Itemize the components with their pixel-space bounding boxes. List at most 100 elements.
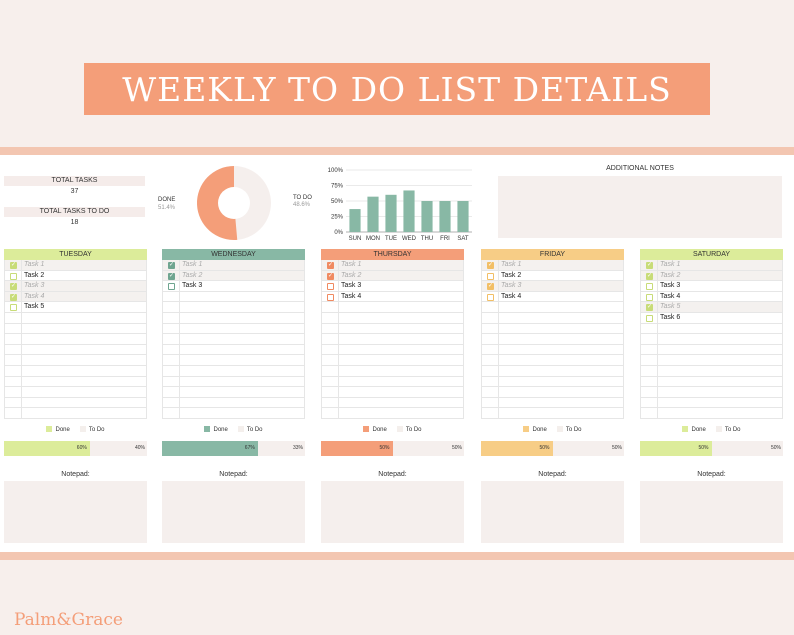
task-row[interactable] [482,302,624,313]
task-row[interactable] [641,344,783,356]
task-row[interactable]: ✓ Task 5 [641,302,783,313]
task-row[interactable] [322,302,464,313]
task-row[interactable] [322,408,464,419]
task-row[interactable]: ✓ Task 1 [5,260,147,271]
task-row[interactable] [163,302,305,313]
task-row[interactable] [322,344,464,356]
task-row[interactable] [163,344,305,356]
task-row[interactable] [322,323,464,335]
task-row[interactable]: Task 3 [322,281,464,292]
task-checkbox[interactable] [168,283,175,291]
task-row[interactable]: Task 6 [641,312,783,324]
task-row[interactable]: ✓ Task 1 [482,260,624,271]
task-row[interactable]: ✓ Task 3 [482,281,624,292]
task-row[interactable] [163,334,305,345]
task-row[interactable] [322,365,464,377]
task-row[interactable] [163,397,305,409]
task-row[interactable] [163,408,305,419]
task-row[interactable] [5,355,147,366]
task-checkbox[interactable] [487,272,494,280]
task-row[interactable] [163,312,305,324]
task-row[interactable] [5,397,147,409]
notepad-box[interactable] [481,481,624,543]
task-row[interactable] [322,355,464,366]
task-row[interactable] [5,323,147,335]
task-row[interactable] [5,365,147,377]
task-row[interactable]: ✓ Task 3 [5,281,147,292]
task-row[interactable] [641,334,783,345]
task-row[interactable] [641,397,783,409]
task-checkbox[interactable]: ✓ [10,293,17,301]
task-row[interactable]: Task 5 [5,302,147,313]
task-checkbox[interactable]: ✓ [10,262,17,269]
task-row[interactable]: Task 3 [163,281,305,292]
task-row[interactable]: ✓ Task 2 [641,270,783,282]
task-checkbox[interactable] [646,293,653,301]
task-checkbox[interactable]: ✓ [646,262,653,269]
additional-notes-box[interactable] [498,176,782,238]
task-row[interactable] [641,408,783,419]
task-row[interactable] [5,344,147,356]
task-row[interactable]: ✓ Task 4 [5,291,147,303]
task-checkbox[interactable] [646,314,653,322]
task-row[interactable] [163,291,305,303]
task-row[interactable]: Task 2 [482,270,624,282]
task-row[interactable] [641,365,783,377]
task-checkbox[interactable]: ✓ [10,283,17,291]
task-row[interactable]: Task 2 [5,270,147,282]
task-row[interactable] [322,387,464,398]
task-row[interactable] [482,355,624,366]
task-row[interactable]: ✓ Task 1 [163,260,305,271]
task-row[interactable] [641,323,783,335]
task-checkbox[interactable]: ✓ [487,283,494,291]
notepad-box[interactable] [640,481,783,543]
task-row[interactable]: ✓ Task 1 [322,260,464,271]
task-checkbox[interactable] [10,272,17,280]
task-row[interactable] [482,387,624,398]
task-checkbox[interactable] [646,283,653,291]
task-row[interactable]: Task 4 [322,291,464,303]
task-checkbox[interactable] [487,293,494,301]
task-row[interactable] [163,323,305,335]
task-row[interactable]: Task 3 [641,281,783,292]
task-row[interactable] [163,355,305,366]
task-row[interactable] [163,365,305,377]
task-checkbox[interactable]: ✓ [487,262,494,269]
notepad-box[interactable] [321,481,464,543]
task-row[interactable] [5,376,147,388]
task-row[interactable]: Task 4 [482,291,624,303]
task-row[interactable] [5,334,147,345]
task-row[interactable] [5,312,147,324]
task-row[interactable] [163,376,305,388]
task-row[interactable] [5,387,147,398]
task-row[interactable] [5,408,147,419]
task-row[interactable] [482,323,624,335]
task-checkbox[interactable]: ✓ [168,272,175,280]
task-row[interactable] [322,334,464,345]
task-row[interactable] [482,344,624,356]
task-checkbox[interactable] [10,304,17,312]
task-row[interactable] [641,355,783,366]
task-row[interactable] [482,312,624,324]
task-row[interactable] [482,397,624,409]
task-checkbox[interactable]: ✓ [168,262,175,269]
task-row[interactable] [641,387,783,398]
task-row[interactable] [482,376,624,388]
task-checkbox[interactable]: ✓ [646,272,653,280]
task-checkbox[interactable]: ✓ [327,262,334,269]
task-row[interactable] [322,397,464,409]
task-row[interactable] [482,365,624,377]
task-row[interactable] [482,334,624,345]
task-row[interactable]: ✓ Task 2 [163,270,305,282]
task-row[interactable] [322,376,464,388]
task-row[interactable] [482,408,624,419]
task-row[interactable]: Task 4 [641,291,783,303]
task-checkbox[interactable]: ✓ [646,304,653,312]
task-row[interactable]: ✓ Task 1 [641,260,783,271]
task-row[interactable] [322,312,464,324]
task-row[interactable] [163,387,305,398]
task-checkbox[interactable] [327,283,334,291]
task-checkbox[interactable] [327,293,334,301]
notepad-box[interactable] [162,481,305,543]
task-row[interactable]: ✓ Task 2 [322,270,464,282]
